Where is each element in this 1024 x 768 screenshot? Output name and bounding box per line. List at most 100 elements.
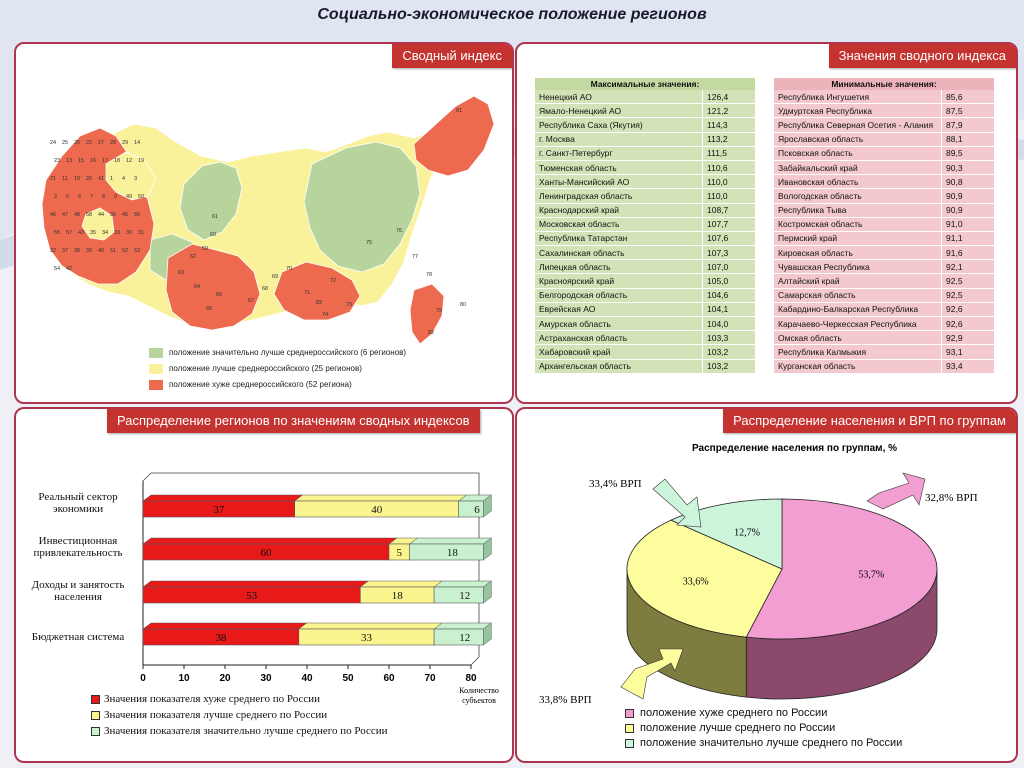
map-region-number: 35 — [90, 230, 96, 236]
min-table-region-name: Ярославская область — [774, 132, 942, 147]
pie-chart-panel: Распределение населения и ВРП по группам… — [515, 407, 1018, 763]
map-region-number: 80 — [460, 302, 466, 308]
values-panel-header: Значения сводного индекса — [828, 44, 1016, 68]
map-zone-worse-south-siberia — [165, 243, 261, 331]
map-region-number: 46 — [50, 212, 56, 218]
min-table-region-value: 87,5 — [941, 103, 994, 119]
max-table-region-value: 121,2 — [702, 103, 755, 119]
map-region-number: 14 — [134, 140, 140, 146]
max-table-region-value: 111,5 — [702, 146, 755, 161]
max-table-row: Астраханская область 103,3 — [535, 330, 755, 346]
map-region-number: 67 — [248, 298, 254, 304]
max-table-region-name: Ханты-Мансийский АО — [535, 174, 703, 190]
stacked-bar-chart: 0 10 20 30 40 50 60 70 80 Количество субъектов 37 40… — [140, 472, 499, 705]
map-region-number: 8 — [102, 194, 105, 200]
max-table-row: Сахалинская область 107,3 — [535, 245, 755, 261]
bar-value-label: 18 — [392, 590, 404, 602]
map-legend-label: положение значительно лучше среднероссий… — [169, 348, 407, 358]
min-table-region-value: 92,6 — [941, 316, 994, 332]
map-region-number: 61 — [212, 214, 218, 220]
bar-value-label: 37 — [213, 504, 225, 516]
map-region-number: 12 — [126, 158, 132, 164]
max-table-region-value: 104,6 — [702, 288, 755, 303]
pie-legend-item: положение значительно лучше среднего по … — [625, 736, 902, 751]
max-table-region-name: г. Санкт-Петербург — [535, 146, 703, 161]
map-region-number: 68 — [262, 286, 268, 292]
min-table-region-name: Самарская область — [774, 288, 942, 303]
map-region-number: 66 — [206, 306, 212, 312]
map-region-number: 9 — [114, 194, 117, 200]
map-region-number: 31 — [138, 230, 144, 236]
max-table-region-value: 103,3 — [702, 330, 755, 346]
max-table-region-name: Республика Саха (Якутия) — [535, 117, 703, 133]
map-region-number: 33 — [114, 230, 120, 236]
bar-value-label: 53 — [246, 590, 258, 602]
pie-legend-label: положение лучше среднего по России — [640, 722, 836, 734]
max-table-region-name: Липецкая область — [535, 259, 703, 275]
max-table-row: Еврейская АО 104,1 — [535, 302, 755, 318]
map-region-number: 22 — [86, 140, 92, 146]
bar-segment-top — [408, 537, 493, 545]
pie-chart: Распределение населения по группам, % 53,… — [539, 443, 978, 706]
max-table-row: г. Санкт-Петербург 111,5 — [535, 146, 755, 161]
map-region-number: 63 — [178, 270, 184, 276]
map-region-number: 13 — [66, 158, 72, 164]
map-region-number: 2 — [54, 194, 57, 200]
min-table-region-value: 85,6 — [941, 90, 994, 105]
min-table-row: Алтайский край 92,5 — [774, 273, 994, 289]
map-region-number: 56 — [134, 212, 140, 218]
min-table-region-name: Костромская область — [774, 217, 942, 232]
legend-swatch — [91, 710, 100, 720]
min-table-region-value: 90,9 — [941, 188, 994, 204]
map-region-number: 77 — [412, 254, 418, 260]
max-table-region-value: 104,0 — [702, 316, 755, 332]
pie-callout-arrow — [866, 472, 926, 510]
min-table-row: Вологодская область 90,9 — [774, 188, 994, 204]
bar-value-label: 5 — [397, 547, 403, 559]
min-table-header: Минимальные значения: — [774, 78, 994, 90]
min-table-region-name: Омская область — [774, 330, 942, 346]
map-zone-better-north — [105, 151, 157, 201]
min-values-table: Минимальные значения: Республика Ингушет… — [774, 78, 994, 374]
max-table-region-name: Московская область — [535, 217, 703, 232]
max-table-region-name: Красноярский край — [535, 273, 703, 289]
map-zone-much-better-yamal — [179, 161, 243, 241]
map-legend-item: положение лучше среднероссийского (25 ре… — [149, 364, 406, 374]
min-table-row: Пермский край 91,1 — [774, 231, 994, 247]
min-table-region-value: 91,1 — [941, 231, 994, 247]
max-table-region-name: Астраханская область — [535, 330, 703, 346]
min-table-row: Республика Калмыкия 93,1 — [774, 344, 994, 360]
max-table-region-value: 114,3 — [702, 117, 755, 133]
pie-slice-label: 53,7% — [858, 570, 884, 581]
max-table-row: Московская область 107,7 — [535, 217, 755, 232]
max-table-region-name: Республика Татарстан — [535, 231, 703, 247]
map-legend-item: положение значительно лучше среднероссий… — [149, 348, 406, 358]
map-legend-label: положение лучше среднероссийского (25 ре… — [169, 364, 362, 374]
map-region-number: 59 — [202, 246, 208, 252]
x-tick-label: 40 — [301, 673, 313, 684]
bar-segment-top — [142, 622, 308, 630]
bar-value-label: 60 — [261, 547, 273, 559]
max-table-row: Ленинградская область 110,0 — [535, 188, 755, 204]
max-table-row: Ямало-Ненецкий АО 121,2 — [535, 103, 755, 119]
min-table-region-name: Пермский край — [774, 231, 942, 247]
min-table-region-name: Псковская область — [774, 146, 942, 161]
bar-category-label: Бюджетная система — [31, 631, 125, 643]
max-table-row: Республика Саха (Якутия) 114,3 — [535, 117, 755, 133]
map-region-number: 74 — [322, 312, 328, 318]
pie-slice — [626, 519, 783, 638]
map-region-number: 6 — [78, 194, 81, 200]
map-region-number: 3 — [134, 176, 137, 182]
min-table-region-name: Республика Ингушетия — [774, 90, 942, 105]
min-table-row: Забайкальский край 90,3 — [774, 160, 994, 176]
min-table-region-value: 92,1 — [941, 259, 994, 275]
map-region-number: 82 — [428, 330, 434, 336]
bar-legend-label: Значения показателя значительно лучше ср… — [104, 725, 388, 737]
map-region-number: 7 — [90, 194, 93, 200]
bar-panel-header: Распределение регионов по значениям свод… — [107, 409, 480, 433]
max-table-region-value: 110,0 — [702, 174, 755, 190]
min-table-row: Республика Ингушетия 85,6 — [774, 90, 994, 105]
map-zone-worse-baikal — [273, 261, 361, 321]
bar-legend-label: Значения показателя лучше среднего по Ро… — [104, 709, 328, 721]
